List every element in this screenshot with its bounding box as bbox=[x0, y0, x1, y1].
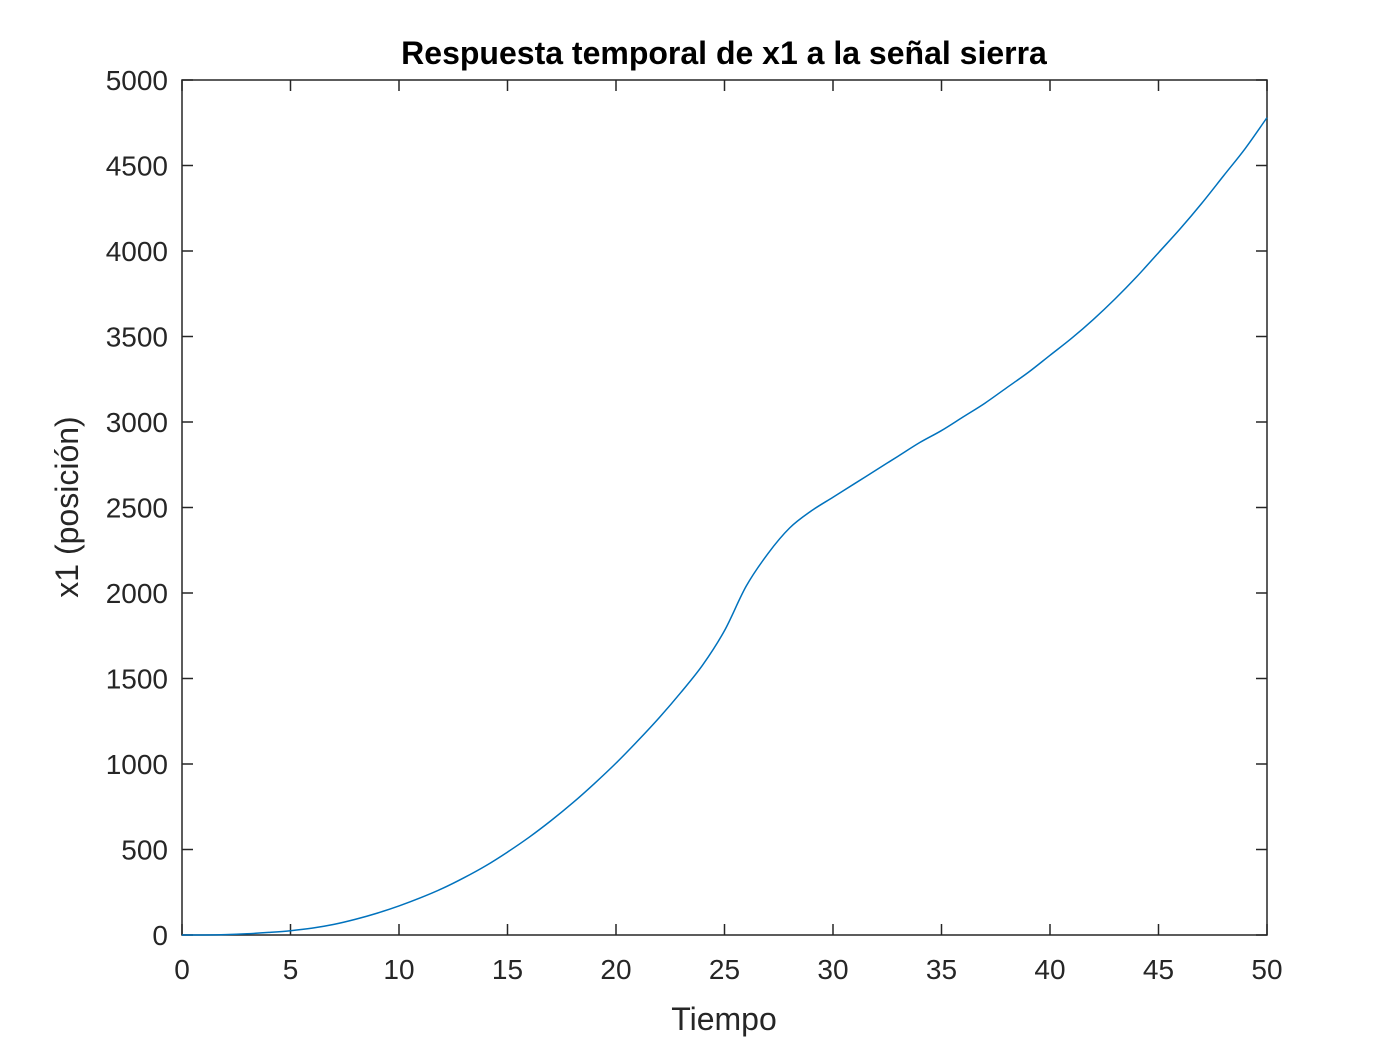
x-tick-label: 30 bbox=[817, 954, 848, 985]
series-layer bbox=[181, 117, 1268, 936]
y-tick-label: 1500 bbox=[106, 664, 168, 695]
x-tick-label: 10 bbox=[383, 954, 414, 985]
x-tick-label: 5 bbox=[283, 954, 299, 985]
ticks-layer: 0 5 10 15 20 25 30 35 40 45 5005001000150020002500… bbox=[106, 65, 1283, 985]
y-tick-label: 500 bbox=[121, 835, 168, 866]
x-tick-label: 45 bbox=[1143, 954, 1174, 985]
series-line-0 bbox=[181, 117, 1268, 936]
y-tick-label: 0 bbox=[152, 920, 168, 951]
x-tick-label: 0 bbox=[174, 954, 190, 985]
y-tick-label: 3500 bbox=[106, 322, 168, 353]
x-tick-label: 25 bbox=[709, 954, 740, 985]
y-tick-label: 4500 bbox=[106, 151, 168, 182]
x-tick-label: 20 bbox=[600, 954, 631, 985]
y-tick-label: 2000 bbox=[106, 578, 168, 609]
x-tick-label: 15 bbox=[492, 954, 523, 985]
y-tick-label: 5000 bbox=[106, 65, 168, 96]
y-tick-label: 1000 bbox=[106, 749, 168, 780]
plot-area bbox=[181, 79, 1268, 936]
x-tick-label: 40 bbox=[1034, 954, 1065, 985]
chart-title: Respuesta temporal de x1 a la señal sier… bbox=[401, 35, 1047, 71]
x-axis-label: Tiempo bbox=[671, 1001, 777, 1037]
y-axis-label: x1 (posición) bbox=[49, 416, 85, 597]
y-tick-label: 3000 bbox=[106, 407, 168, 438]
y-tick-label: 4000 bbox=[106, 236, 168, 267]
y-tick-label: 2500 bbox=[106, 493, 168, 524]
x-tick-label: 50 bbox=[1251, 954, 1282, 985]
x-tick-label: 35 bbox=[926, 954, 957, 985]
